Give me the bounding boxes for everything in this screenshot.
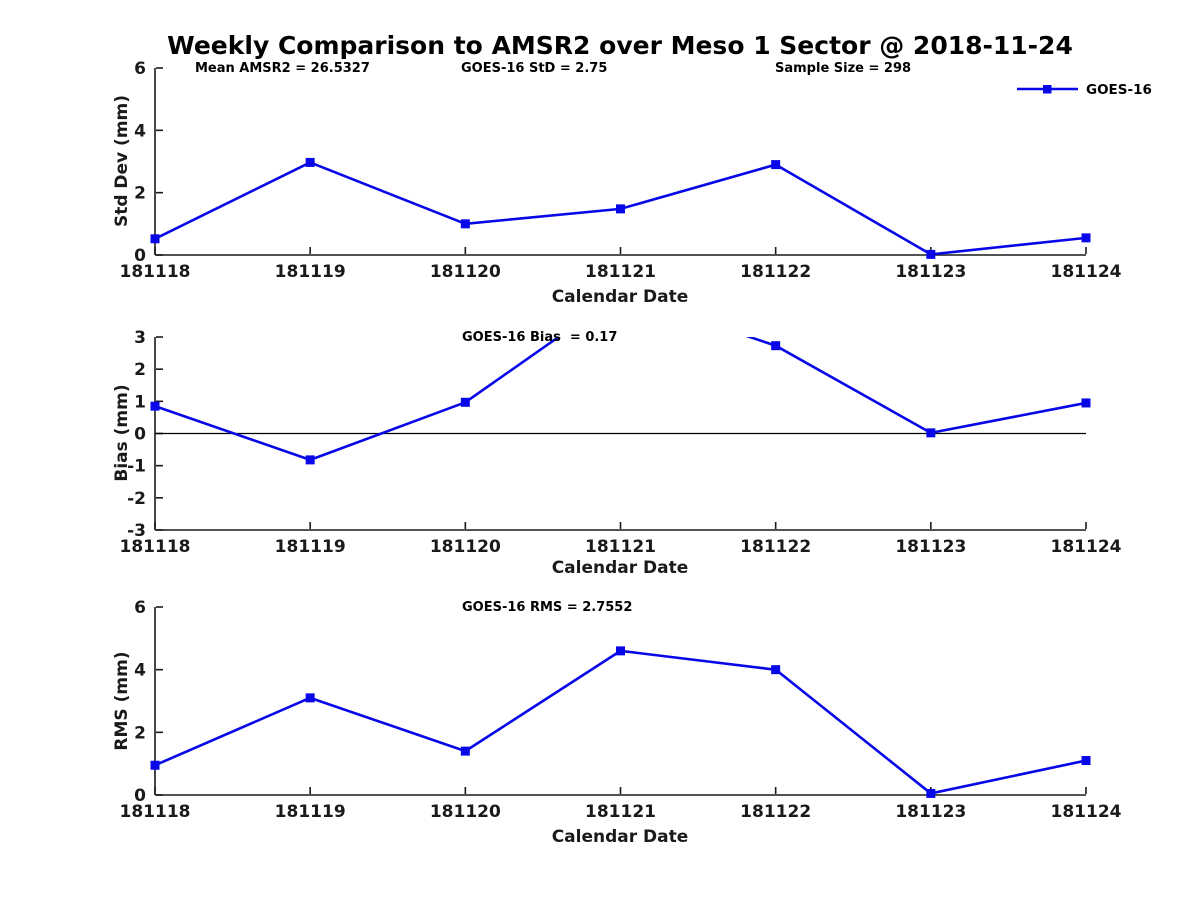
x-tick-label: 181121 xyxy=(585,802,656,822)
y-tick-label: 6 xyxy=(134,598,146,618)
x-tick-label: 181123 xyxy=(895,802,966,822)
y-tick-label: 2 xyxy=(134,184,146,204)
data-point-marker xyxy=(771,665,781,675)
ylabel-stddev: Std Dev (mm) xyxy=(112,94,132,228)
data-point-marker xyxy=(926,788,936,798)
data-point-marker xyxy=(926,428,936,438)
x-tick-label: 181118 xyxy=(120,262,191,282)
xlabel-stddev: Calendar Date xyxy=(551,287,689,307)
x-tick-label: 181121 xyxy=(585,262,656,282)
data-point-marker xyxy=(150,760,160,770)
ylabel-rms: RMS (mm) xyxy=(112,651,132,751)
annotation-sample-size: Sample Size = 298 xyxy=(775,61,912,76)
legend-label: GOES-16 xyxy=(1086,82,1152,98)
x-tick-label: 181124 xyxy=(1051,537,1122,557)
y-tick-label: 0 xyxy=(134,425,146,445)
series-line-goes-16 xyxy=(154,337,1087,462)
data-point-marker xyxy=(926,249,936,259)
legend-marker xyxy=(1043,85,1052,94)
data-point-marker xyxy=(460,746,470,756)
xlabel-rms: Calendar Date xyxy=(551,827,689,847)
x-tick-label: 181120 xyxy=(430,537,501,557)
y-tick-label: 0 xyxy=(134,786,146,806)
y-tick-label: -1 xyxy=(127,457,146,477)
x-tick-label: 181124 xyxy=(1051,802,1122,822)
annotation-goes16-bias: GOES-16 Bias = 0.17 xyxy=(462,330,618,345)
y-tick-label: -2 xyxy=(127,489,146,509)
xlabel-bias: Calendar Date xyxy=(551,558,689,578)
data-point-marker xyxy=(460,397,470,407)
x-tick-label: 181119 xyxy=(275,262,346,282)
x-tick-label: 181122 xyxy=(740,802,811,822)
data-point-marker xyxy=(305,693,315,703)
x-tick-label: 181124 xyxy=(1051,262,1122,282)
x-tick-label: 181120 xyxy=(430,262,501,282)
annotation-goes16-std: GOES-16 StD = 2.75 xyxy=(461,61,608,76)
x-tick-label: 181120 xyxy=(430,802,501,822)
x-tick-label: 181123 xyxy=(895,262,966,282)
y-tick-label: 3 xyxy=(134,328,146,348)
data-point-marker xyxy=(460,219,470,229)
ylabel-bias: Bias (mm) xyxy=(112,384,132,482)
data-point-marker xyxy=(150,401,160,411)
y-tick-label: 4 xyxy=(134,121,146,141)
y-tick-label: 2 xyxy=(134,360,146,380)
x-tick-label: 181122 xyxy=(740,262,811,282)
x-tick-label: 181118 xyxy=(120,802,191,822)
x-tick-label: 181122 xyxy=(740,537,811,557)
y-tick-label: 6 xyxy=(134,59,146,79)
data-point-marker xyxy=(305,157,315,167)
annotation-mean-amsr2: Mean AMSR2 = 26.5327 xyxy=(195,61,370,76)
data-point-marker xyxy=(616,204,625,214)
x-tick-label: 181118 xyxy=(120,537,191,557)
x-tick-label: 181119 xyxy=(275,537,346,557)
y-tick-label: 4 xyxy=(134,661,146,681)
y-tick-label: 0 xyxy=(134,246,146,266)
series-line-goes-16 xyxy=(154,649,1087,795)
x-tick-label: 181121 xyxy=(585,537,656,557)
data-point-marker xyxy=(1081,398,1091,408)
x-tick-label: 181119 xyxy=(275,802,346,822)
x-tick-label: 181123 xyxy=(895,537,966,557)
data-point-marker xyxy=(771,160,781,170)
data-point-marker xyxy=(616,646,625,656)
data-point-marker xyxy=(771,341,781,351)
figure-title: Weekly Comparison to AMSR2 over Meso 1 S… xyxy=(167,31,1073,60)
y-tick-label: 1 xyxy=(134,392,146,412)
data-point-marker xyxy=(305,455,315,465)
y-tick-label: 2 xyxy=(134,723,146,743)
y-tick-label: -3 xyxy=(127,521,146,541)
annotation-goes16-rms: GOES-16 RMS = 2.7552 xyxy=(462,600,633,615)
data-point-marker xyxy=(1081,233,1091,243)
data-point-marker xyxy=(150,234,160,244)
data-point-marker xyxy=(1081,756,1091,766)
